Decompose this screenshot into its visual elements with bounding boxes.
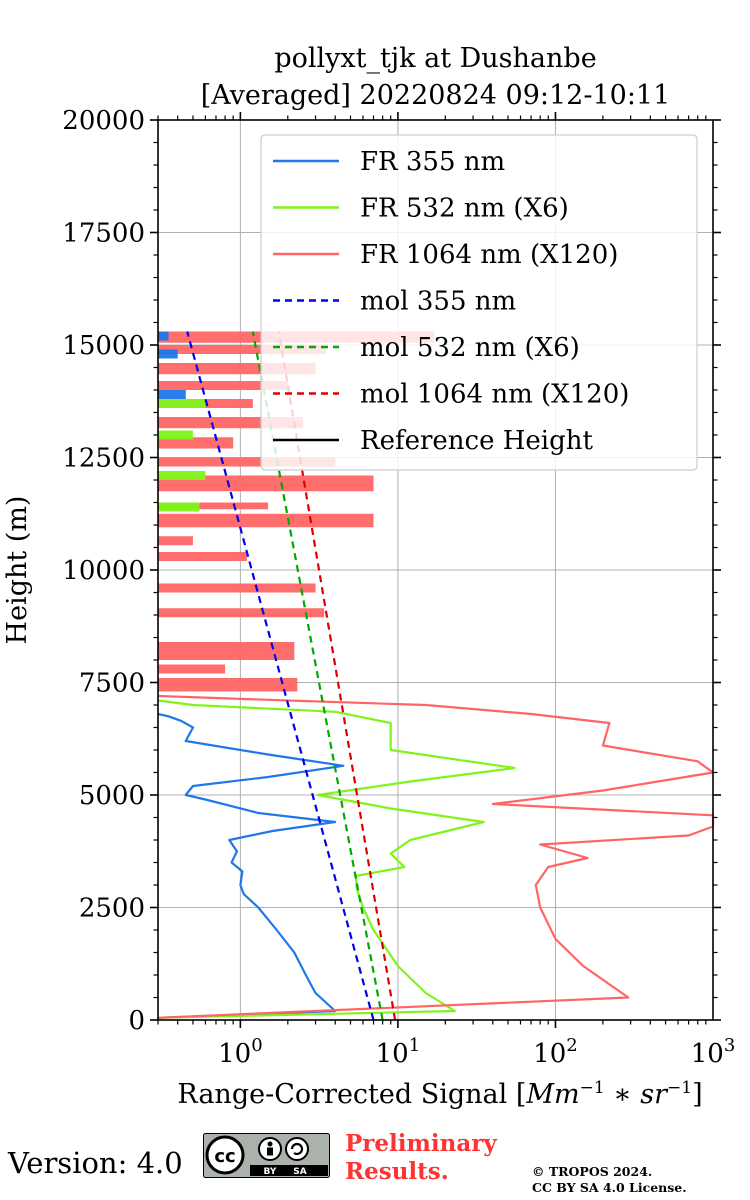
y-tick-label: 10000: [62, 556, 145, 586]
preliminary-note: Preliminary Results.: [345, 1130, 497, 1186]
noise-band: [158, 349, 178, 359]
legend-box: [260, 134, 698, 471]
legend-label-6: Reference Height: [360, 426, 594, 456]
noise-band: [158, 399, 206, 408]
y-tick-label: 2500: [79, 894, 145, 924]
chart-title: pollyxt_tjk at Dushanbe: [274, 43, 597, 74]
noise-band: [158, 678, 298, 692]
noise-band: [158, 457, 336, 467]
y-tick-label: 17500: [62, 219, 145, 249]
y-tick-label: 5000: [79, 781, 145, 811]
series-line-2: [157, 694, 715, 1019]
noise-band: [158, 583, 316, 593]
x-tick-label: 102: [533, 1035, 578, 1069]
series-line-3: [186, 331, 375, 1021]
noise-band: [158, 363, 316, 375]
noise-band: [158, 502, 200, 512]
preliminary-line-1: Preliminary: [345, 1130, 497, 1157]
legend-label-3: mol 355 nm: [360, 287, 516, 317]
legend-label-0: FR 355 nm: [360, 147, 505, 177]
noise-band: [158, 552, 247, 561]
by-icon: BY: [264, 1167, 277, 1177]
noise-band: [158, 513, 374, 528]
legend-label-1: FR 532 nm (X6): [360, 194, 569, 224]
legend-label-4: mol 532 nm (X6): [360, 333, 580, 363]
noise-band: [158, 331, 169, 341]
y-axis-label: Height (m): [2, 496, 33, 645]
noise-band: [158, 417, 304, 429]
noise-band: [158, 437, 234, 449]
x-axis-label-text: Range-Corrected Signal [Mm−1 ∗ sr−1]: [177, 1078, 703, 1110]
copyright-line-2: CC BY SA 4.0 License.: [532, 1180, 687, 1195]
y-tick-label: 0: [128, 1006, 145, 1036]
series-line-1: [157, 699, 516, 1019]
noise-band: [158, 390, 186, 399]
series-line-4: [251, 331, 384, 1021]
legend: FR 355 nm FR 532 nm (X6) FR 1064 nm (X120)…: [260, 134, 698, 471]
y-tick-label: 20000: [62, 106, 145, 136]
y-tick-label: 7500: [79, 669, 145, 699]
legend-label-2: FR 1064 nm (X120): [360, 240, 618, 270]
preliminary-line-2: Results.: [345, 1158, 449, 1185]
noise-band: [158, 471, 206, 480]
noise-band: [158, 475, 374, 492]
x-axis-label: Range-Corrected Signal [Mm−1 ∗ sr−1]: [80, 1078, 750, 1110]
noise-band: [158, 381, 288, 390]
axes: 0 2500 5000 7500 10000 12500 15000 17500 20000 10…: [62, 106, 735, 1069]
version-label: Version: 4.0: [8, 1146, 183, 1180]
noise-band: [158, 430, 193, 440]
noise-band: [158, 536, 193, 546]
chart-subtitle: [Averaged] 20220824 09:12-10:11: [200, 80, 671, 111]
copyright-note: © TROPOS 2024. CC BY SA 4.0 License.: [532, 1164, 687, 1196]
noise-band: [158, 608, 325, 618]
x-tick-label: 100: [218, 1035, 263, 1069]
noise-band: [158, 502, 269, 510]
sa-icon: SA: [293, 1167, 306, 1177]
legend-label-5: mol 1064 nm (X120): [360, 380, 629, 410]
y-tick-label: 12500: [62, 444, 145, 474]
copyright-line-1: © TROPOS 2024.: [532, 1164, 653, 1179]
cc-icon: cc: [214, 1146, 235, 1167]
series-line-0: [157, 712, 345, 1019]
y-tick-label: 15000: [62, 331, 145, 361]
noise-band: [158, 664, 226, 674]
x-tick-label: 101: [376, 1035, 421, 1069]
x-tick-label: 103: [691, 1035, 736, 1069]
cc-license-badge: cc BY SA: [203, 1133, 330, 1178]
noise-band: [158, 345, 327, 354]
noise-band: [158, 642, 295, 660]
